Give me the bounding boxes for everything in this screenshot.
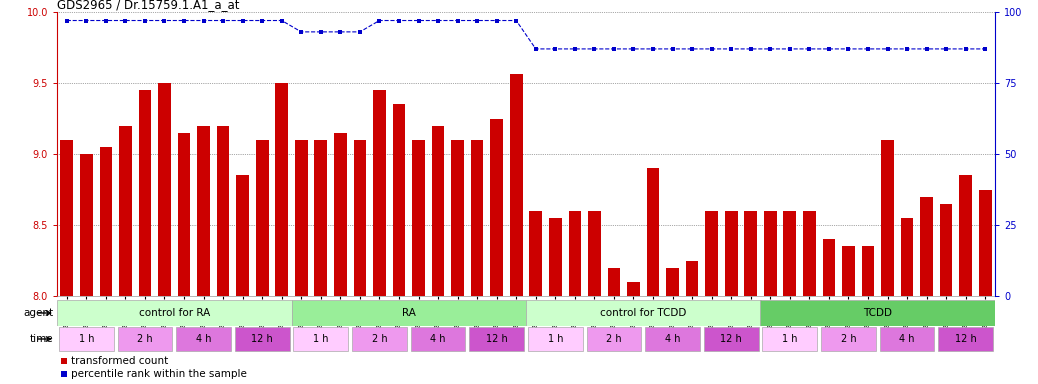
Bar [60, 140, 73, 296]
Bar [177, 133, 190, 296]
Text: 1 h: 1 h [782, 334, 797, 344]
Text: 1 h: 1 h [79, 334, 94, 344]
Bar [627, 282, 639, 296]
Bar [921, 197, 933, 296]
Bar [292, 300, 526, 326]
Bar [822, 239, 836, 296]
Text: 2 h: 2 h [137, 334, 153, 344]
Bar [490, 119, 503, 296]
Text: 2 h: 2 h [841, 334, 856, 344]
Bar [315, 140, 327, 296]
Bar [235, 327, 290, 351]
Bar [469, 327, 524, 351]
Text: 2 h: 2 h [372, 334, 387, 344]
Text: 4 h: 4 h [664, 334, 680, 344]
Bar [411, 327, 465, 351]
Bar [979, 189, 991, 296]
Bar [295, 140, 307, 296]
Bar [412, 140, 425, 296]
Bar [549, 218, 562, 296]
Text: 2 h: 2 h [606, 334, 622, 344]
Bar [704, 327, 759, 351]
Bar [647, 168, 659, 296]
Text: 12 h: 12 h [486, 334, 508, 344]
Bar [686, 260, 699, 296]
Bar [61, 371, 67, 377]
Bar [354, 140, 366, 296]
Bar [57, 300, 292, 326]
Text: agent: agent [23, 308, 53, 318]
Text: 12 h: 12 h [955, 334, 977, 344]
Bar [334, 133, 347, 296]
Bar [255, 140, 269, 296]
Text: 1 h: 1 h [548, 334, 563, 344]
Bar [862, 246, 874, 296]
Bar [725, 211, 738, 296]
Bar [139, 90, 152, 296]
Text: transformed count: transformed count [71, 356, 168, 366]
Bar [100, 147, 112, 296]
Bar [471, 140, 484, 296]
Bar [607, 268, 621, 296]
Bar [528, 327, 582, 351]
Bar [61, 358, 67, 364]
Text: time: time [29, 334, 53, 344]
Bar [217, 126, 229, 296]
Text: 4 h: 4 h [899, 334, 914, 344]
Bar [529, 211, 542, 296]
Bar [526, 300, 761, 326]
Text: 12 h: 12 h [251, 334, 273, 344]
Bar [879, 327, 934, 351]
Bar [432, 126, 444, 296]
Bar [666, 268, 679, 296]
Bar [784, 211, 796, 296]
Bar [705, 211, 718, 296]
Text: control for TCDD: control for TCDD [600, 308, 686, 318]
Bar [275, 83, 289, 296]
Bar [237, 175, 249, 296]
Bar [569, 211, 581, 296]
Text: 4 h: 4 h [196, 334, 212, 344]
Bar [821, 327, 876, 351]
Bar [761, 300, 995, 326]
Bar [939, 204, 953, 296]
Bar [80, 154, 92, 296]
Bar [938, 327, 993, 351]
Bar [959, 175, 972, 296]
Bar [158, 83, 171, 296]
Bar [452, 140, 464, 296]
Bar [510, 74, 522, 296]
Bar [589, 211, 601, 296]
Text: percentile rank within the sample: percentile rank within the sample [71, 369, 247, 379]
Bar [744, 211, 757, 296]
Text: 1 h: 1 h [313, 334, 329, 344]
Bar [586, 327, 641, 351]
Bar [763, 327, 817, 351]
Bar [352, 327, 407, 351]
Bar [59, 327, 114, 351]
Bar [646, 327, 700, 351]
Bar [842, 246, 854, 296]
Bar [294, 327, 348, 351]
Bar [881, 140, 894, 296]
Text: RA: RA [402, 308, 415, 318]
Text: GDS2965 / Dr.15759.1.A1_a_at: GDS2965 / Dr.15759.1.A1_a_at [57, 0, 240, 11]
Bar [197, 126, 210, 296]
Text: 12 h: 12 h [720, 334, 742, 344]
Bar [117, 327, 172, 351]
Text: 4 h: 4 h [431, 334, 445, 344]
Bar [392, 104, 405, 296]
Bar [764, 211, 776, 296]
Bar [373, 90, 386, 296]
Bar [901, 218, 913, 296]
Bar [176, 327, 230, 351]
Bar [119, 126, 132, 296]
Text: control for RA: control for RA [139, 308, 210, 318]
Bar [803, 211, 816, 296]
Text: TCDD: TCDD [864, 308, 893, 318]
